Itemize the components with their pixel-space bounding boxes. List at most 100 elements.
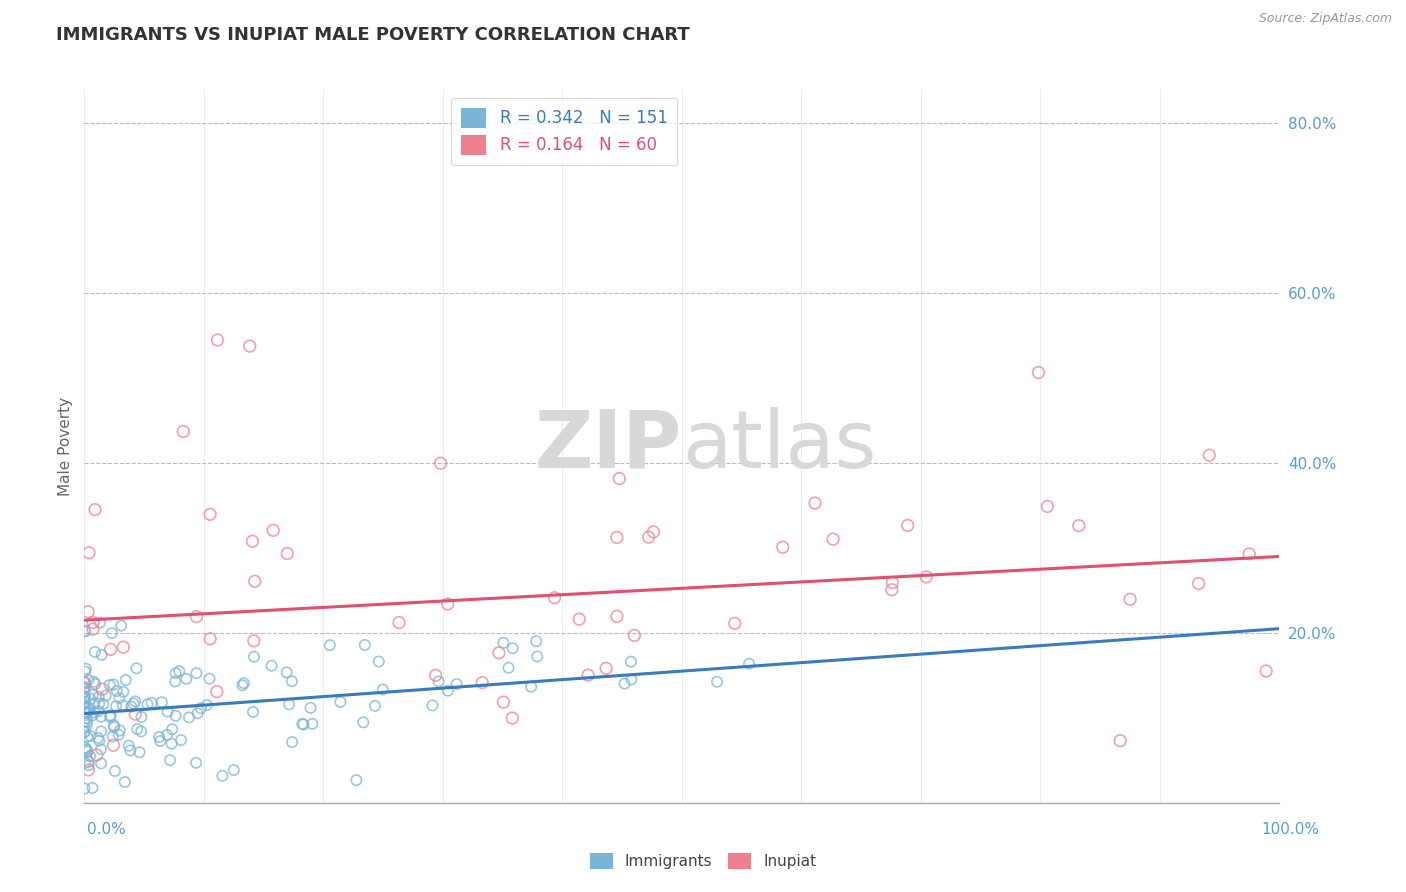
Point xyxy=(643,524,665,539)
Point xyxy=(83,674,105,689)
Point xyxy=(239,339,262,353)
Point xyxy=(422,698,444,713)
Point xyxy=(352,715,374,730)
Point xyxy=(76,744,98,758)
Point xyxy=(73,725,96,739)
Point xyxy=(73,724,96,739)
Point xyxy=(488,646,510,660)
Point xyxy=(498,661,520,675)
Point xyxy=(613,676,636,690)
Point xyxy=(446,677,468,691)
Point xyxy=(104,764,127,778)
Point xyxy=(1109,733,1132,747)
Point xyxy=(170,733,193,747)
Y-axis label: Male Poverty: Male Poverty xyxy=(58,396,73,496)
Point xyxy=(242,534,264,549)
Point xyxy=(103,720,125,734)
Point xyxy=(82,708,104,723)
Point xyxy=(108,723,131,738)
Point xyxy=(150,695,173,709)
Point xyxy=(606,609,628,624)
Point xyxy=(98,678,121,692)
Point xyxy=(107,728,129,742)
Legend: Immigrants, Inupiat: Immigrants, Inupiat xyxy=(583,847,823,875)
Point xyxy=(75,756,97,770)
Point xyxy=(125,661,148,675)
Point xyxy=(75,695,97,709)
Point xyxy=(73,685,96,699)
Point xyxy=(427,674,450,689)
Point xyxy=(90,724,112,739)
Point xyxy=(77,673,100,687)
Point xyxy=(73,681,96,696)
Point xyxy=(882,575,904,590)
Point xyxy=(1036,500,1059,514)
Point xyxy=(149,734,172,748)
Point xyxy=(75,706,97,721)
Point xyxy=(101,730,124,744)
Point xyxy=(501,711,523,725)
Point xyxy=(607,472,630,486)
Point xyxy=(353,638,375,652)
Point xyxy=(98,710,121,724)
Point xyxy=(73,690,96,704)
Point xyxy=(89,615,111,630)
Point xyxy=(242,705,264,719)
Point xyxy=(187,706,209,721)
Point xyxy=(87,704,110,718)
Point xyxy=(73,676,96,690)
Point xyxy=(148,730,170,744)
Point xyxy=(112,640,135,655)
Point xyxy=(160,737,183,751)
Point xyxy=(77,701,100,715)
Point xyxy=(190,701,212,715)
Point xyxy=(738,657,761,671)
Point xyxy=(186,756,208,770)
Point xyxy=(576,668,599,682)
Point xyxy=(222,763,245,777)
Point xyxy=(89,733,111,747)
Point xyxy=(165,708,187,723)
Point xyxy=(86,747,108,762)
Point xyxy=(211,769,233,783)
Point xyxy=(120,699,142,714)
Point xyxy=(76,718,98,732)
Point xyxy=(260,658,283,673)
Point xyxy=(105,699,128,714)
Point xyxy=(122,697,145,711)
Point xyxy=(1067,518,1090,533)
Point xyxy=(281,735,304,749)
Point xyxy=(111,698,134,713)
Point xyxy=(772,540,794,554)
Point xyxy=(89,697,111,711)
Point xyxy=(492,695,515,709)
Point xyxy=(167,664,190,678)
Point xyxy=(124,707,146,722)
Point xyxy=(73,681,96,696)
Point xyxy=(91,682,114,697)
Point xyxy=(195,698,218,712)
Point xyxy=(124,694,146,708)
Point xyxy=(1119,592,1142,607)
Point xyxy=(94,689,117,703)
Point xyxy=(1187,576,1209,591)
Point xyxy=(364,698,387,713)
Point xyxy=(174,672,197,686)
Point xyxy=(915,570,938,584)
Point xyxy=(90,648,112,662)
Point xyxy=(131,710,153,724)
Point xyxy=(437,683,460,698)
Point xyxy=(82,615,104,630)
Point xyxy=(128,745,150,759)
Point xyxy=(425,668,447,682)
Point xyxy=(198,632,221,646)
Point xyxy=(502,641,524,656)
Point xyxy=(371,682,394,697)
Point xyxy=(87,690,110,704)
Point xyxy=(79,729,101,743)
Point xyxy=(165,666,187,681)
Point xyxy=(77,546,100,560)
Point xyxy=(186,666,208,681)
Point xyxy=(90,756,112,771)
Point xyxy=(73,714,96,729)
